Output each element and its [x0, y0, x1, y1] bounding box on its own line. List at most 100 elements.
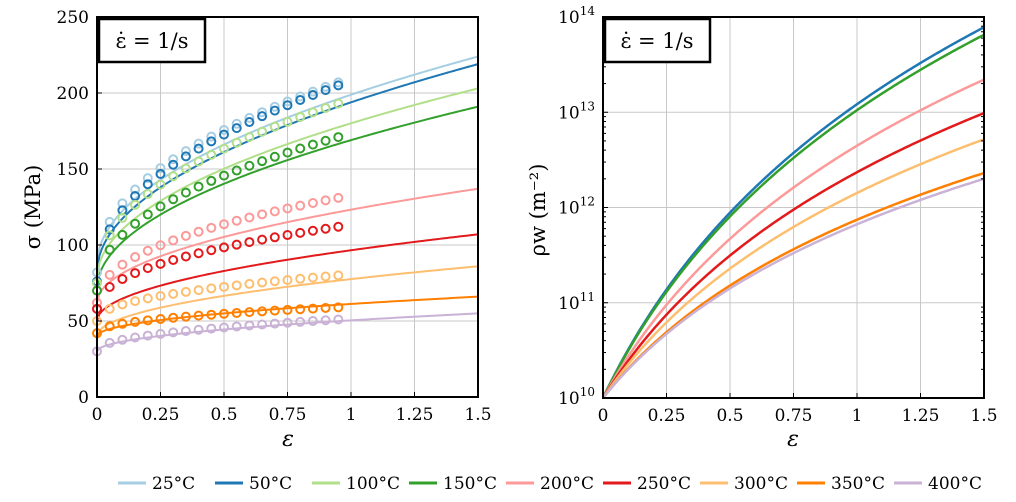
legend-label: 25°C	[152, 474, 195, 494]
left-x-tick-label: 0.5	[210, 405, 237, 425]
left-measured-point	[282, 116, 293, 127]
left-measured-point	[219, 281, 229, 292]
left-measured-point	[180, 326, 191, 337]
left-measured-point	[282, 230, 293, 241]
left-measured-point	[206, 175, 217, 186]
left-measured-point	[155, 258, 166, 269]
left-measured-point	[282, 304, 293, 315]
left-measured-point	[244, 132, 255, 143]
left-measured-point	[155, 168, 166, 179]
right-x-tick-label: 1.5	[970, 406, 997, 426]
left-measured-point	[244, 212, 255, 223]
left-measured-point	[130, 296, 141, 307]
left-measured-point	[117, 274, 128, 285]
left-model-curve	[96, 312, 479, 353]
right-density-curve	[601, 33, 985, 399]
left-measured-point	[269, 305, 280, 316]
left-annotation-box: ε̇ = 1/s	[97, 17, 207, 64]
left-measured-point	[168, 235, 179, 246]
left-measured-point	[142, 173, 153, 184]
left-measured-point	[219, 125, 229, 136]
left-measured-point	[282, 96, 293, 107]
left-measured-point	[219, 143, 229, 154]
left-measured-point	[193, 181, 204, 192]
left-measured-point	[117, 334, 128, 345]
left-measured-point	[333, 270, 344, 281]
left-measured-point	[155, 240, 166, 251]
left-measured-point	[282, 147, 293, 158]
left-measured-point	[104, 321, 115, 332]
right-density-curve	[602, 177, 985, 399]
left-measured-point	[193, 248, 204, 259]
left-measured-point	[193, 138, 204, 149]
left-measured-point	[320, 102, 331, 113]
left-measured-point	[142, 245, 153, 256]
left-measured-point	[269, 121, 280, 132]
left-measured-point	[320, 81, 331, 92]
left-measured-point	[333, 77, 344, 88]
left-measured-point	[244, 307, 255, 318]
left-measured-point	[117, 259, 128, 270]
left-measured-point	[155, 163, 166, 174]
left-measured-point	[168, 159, 179, 170]
right-density-curve	[601, 138, 985, 399]
left-measured-point	[104, 337, 115, 348]
left-measured-point	[155, 328, 166, 339]
left-measured-point	[307, 303, 318, 314]
left-model-curve	[96, 87, 479, 279]
left-measured-point	[320, 135, 331, 146]
left-measured-point	[295, 200, 306, 211]
left-measured-point	[219, 219, 229, 230]
left-measured-point	[333, 80, 344, 91]
left-measured-point	[257, 156, 268, 167]
left-measured-point	[282, 203, 293, 214]
left-measured-point	[320, 195, 331, 206]
left-measured-point	[244, 320, 255, 331]
left-measured-point	[269, 105, 280, 116]
left-measured-point	[231, 321, 242, 332]
left-measured-point	[257, 277, 268, 288]
left-y-tick-label: 100	[57, 236, 89, 256]
left-measured-point	[180, 251, 191, 262]
left-measured-point	[307, 89, 318, 100]
left-measured-point	[168, 288, 179, 299]
left-measured-point	[269, 232, 280, 243]
left-x-axis-label: ε	[282, 427, 294, 452]
left-model-curve	[96, 295, 479, 337]
left-measured-point	[142, 330, 153, 341]
left-measured-point	[244, 112, 255, 123]
right-x-tick-label: 0.75	[775, 406, 813, 426]
right-y-tick-label: 1013	[558, 99, 595, 123]
left-measured-point	[206, 149, 217, 160]
left-model-curve	[96, 265, 479, 337]
left-measured-point	[219, 170, 229, 181]
dislocation-density-chart: 0 0.25 0.5 0.75 1 1.25 1.5 1010 1011 1012 1013 1014…	[526, 4, 998, 452]
left-measured-point	[117, 198, 128, 209]
left-measured-point	[231, 123, 242, 134]
legend-label: 400°C	[928, 474, 982, 494]
left-measured-point	[206, 283, 217, 294]
left-measured-point	[320, 85, 331, 96]
left-measured-point	[307, 107, 318, 118]
right-density-curve	[601, 26, 985, 399]
left-measured-point	[333, 98, 344, 109]
left-measured-point	[155, 201, 166, 212]
legend-label: 50°C	[249, 474, 292, 494]
left-measured-point	[257, 111, 268, 122]
left-measured-point	[295, 316, 306, 327]
left-measured-point	[168, 171, 179, 182]
right-x-tick-label: 0.5	[716, 406, 743, 426]
left-measured-point	[193, 156, 204, 167]
left-measured-point	[206, 323, 217, 334]
left-measured-point	[333, 314, 344, 325]
left-x-tick-label: 1.25	[396, 405, 434, 425]
left-y-tick-label: 150	[57, 160, 89, 180]
left-measured-point	[269, 206, 280, 217]
left-x-tick-label: 1	[346, 405, 357, 425]
left-measured-point	[231, 215, 242, 226]
legend: 25°C 50°C 100°C 150°C 200°C 250°C 300°C 350°C 40…	[118, 474, 982, 494]
left-measured-point	[219, 242, 229, 253]
right-density-curve	[601, 111, 985, 399]
legend-label: 250°C	[637, 474, 691, 494]
left-measured-point	[295, 91, 306, 102]
